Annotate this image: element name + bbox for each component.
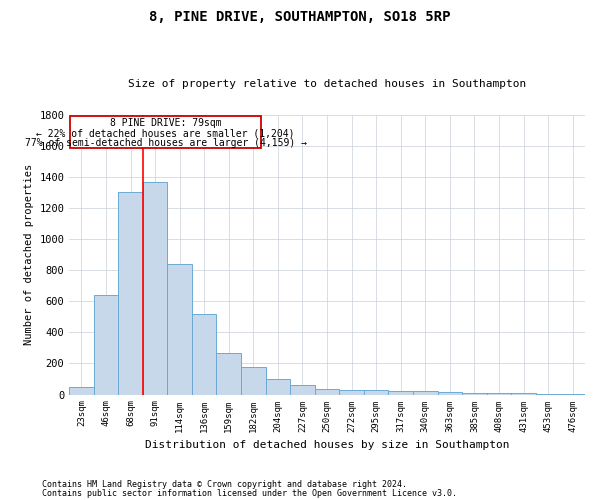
Bar <box>388 390 413 394</box>
Y-axis label: Number of detached properties: Number of detached properties <box>23 164 34 346</box>
Title: Size of property relative to detached houses in Southampton: Size of property relative to detached ho… <box>128 79 526 89</box>
Bar <box>167 264 192 394</box>
Bar <box>290 385 315 394</box>
Bar <box>340 390 364 394</box>
Bar <box>192 314 217 394</box>
Bar <box>143 182 167 394</box>
Bar <box>94 295 118 394</box>
Bar <box>241 368 266 394</box>
Text: 8, PINE DRIVE, SOUTHAMPTON, SO18 5RP: 8, PINE DRIVE, SOUTHAMPTON, SO18 5RP <box>149 10 451 24</box>
Bar <box>266 379 290 394</box>
Text: Contains public sector information licensed under the Open Government Licence v3: Contains public sector information licen… <box>42 490 457 498</box>
Bar <box>69 387 94 394</box>
Bar <box>70 116 261 148</box>
Bar <box>413 392 437 394</box>
Text: Contains HM Land Registry data © Crown copyright and database right 2024.: Contains HM Land Registry data © Crown c… <box>42 480 407 489</box>
Bar <box>462 393 487 394</box>
Text: 8 PINE DRIVE: 79sqm: 8 PINE DRIVE: 79sqm <box>110 118 221 128</box>
Text: 77% of semi-detached houses are larger (4,159) →: 77% of semi-detached houses are larger (… <box>25 138 307 148</box>
Bar <box>118 192 143 394</box>
Text: ← 22% of detached houses are smaller (1,204): ← 22% of detached houses are smaller (1,… <box>36 128 295 138</box>
Bar <box>217 352 241 395</box>
Bar <box>315 389 340 394</box>
X-axis label: Distribution of detached houses by size in Southampton: Distribution of detached houses by size … <box>145 440 509 450</box>
Bar <box>364 390 388 394</box>
Bar <box>437 392 462 394</box>
Bar <box>487 393 511 394</box>
